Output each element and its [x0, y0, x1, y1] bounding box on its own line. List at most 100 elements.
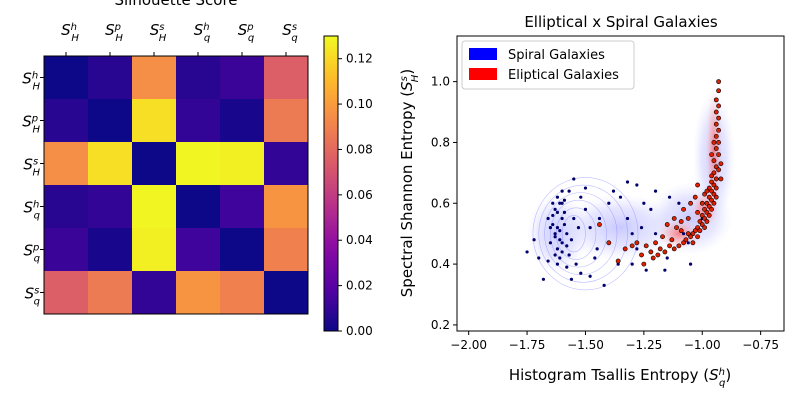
elliptical-point [695, 209, 700, 215]
heatmap-cell-r5-c3 [176, 271, 221, 315]
heatmap-cell-r5-c0 [44, 271, 89, 315]
elliptical-point [704, 188, 710, 194]
spiral-point [597, 216, 602, 221]
elliptical-point [650, 255, 656, 261]
colorbar-tick-label: 0.10 [346, 97, 373, 111]
legend-swatch-spiral [469, 48, 497, 60]
elliptical-point [702, 225, 707, 230]
spiral-point [525, 250, 529, 254]
spiral-point [665, 256, 669, 260]
spiral-point [553, 207, 557, 211]
heatmap-cell-r0-c2 [132, 56, 177, 100]
heatmap-row-label-0: Sh H [22, 70, 40, 93]
spiral-point [569, 238, 574, 242]
elliptical-point [704, 219, 710, 224]
spiral-point [555, 195, 560, 199]
spiral-point [562, 210, 567, 214]
spiral-point [663, 268, 667, 272]
elliptical-point [713, 194, 719, 200]
elliptical-point [706, 213, 712, 218]
spiral-point [611, 189, 616, 193]
spiral-point [560, 250, 564, 254]
spiral-point [630, 232, 634, 236]
heatmap-cell-r4-c0 [44, 228, 89, 272]
x-tick-label: −1.50 [567, 338, 604, 352]
scatter-y-ticks: 0.2 0.4 0.6 0.8 1.0 [431, 75, 457, 332]
colorbar-tick-label: 0.04 [346, 233, 373, 247]
y-tick-label: 1.0 [431, 75, 450, 89]
heatmap-cell-r3-c3 [176, 185, 221, 229]
elliptical-point [713, 121, 719, 127]
spiral-point [667, 195, 672, 199]
colorbar-ticks: 0.00 0.02 0.04 0.06 0.08 0.10 0.12 [338, 52, 373, 338]
heatmap-cells [44, 56, 309, 315]
spiral-point [576, 225, 581, 230]
y-tick-label: 0.8 [431, 135, 450, 149]
spiral-point [583, 186, 588, 190]
spiral-point [644, 268, 648, 272]
spiral-point [553, 253, 557, 257]
elliptical-point [716, 115, 721, 121]
heatmap-row-label-1: Sp H [22, 113, 40, 136]
heatmap-cell-r5-c2 [132, 271, 177, 315]
heatmap-col-label-1: Sp H [105, 21, 123, 44]
elliptical-point [692, 194, 698, 200]
elliptical-point [713, 185, 719, 191]
spiral-point [546, 259, 550, 263]
spiral-point [558, 201, 562, 205]
spiral-point [555, 210, 560, 214]
spiral-point [635, 183, 639, 187]
heatmap-cell-r2-c4 [220, 142, 265, 186]
spiral-point [625, 216, 630, 221]
heatmap-col-label-4: Sp q [238, 21, 255, 44]
y-tick-label: 0.2 [431, 318, 450, 332]
heatmap-cell-r1-c2 [132, 99, 177, 143]
spiral-point [551, 213, 555, 218]
spiral-point [681, 232, 686, 236]
elliptical-point [716, 127, 721, 133]
heatmap-cell-r4-c1 [88, 228, 133, 272]
x-tick-label: −1.25 [625, 338, 662, 352]
scatter-points [525, 79, 724, 287]
legend: Spiral Galaxies Eliptical Galaxies [461, 40, 635, 90]
spiral-point [565, 265, 569, 269]
heatmap-cell-r4-c5 [264, 228, 309, 272]
heatmap-row-label-5: Ss q [25, 285, 40, 308]
heatmap-row-label-4: Sp q [23, 242, 40, 265]
spiral-point [562, 198, 567, 202]
elliptical-point [709, 152, 714, 158]
elliptical-point [699, 200, 705, 206]
heatmap-cell-r4-c3 [176, 228, 221, 272]
heatmap-cell-r5-c4 [220, 271, 265, 315]
spiral-point [639, 225, 644, 230]
elliptical-point [678, 219, 684, 224]
elliptical-point [660, 234, 665, 240]
elliptical-point [709, 173, 714, 179]
spiral-point [560, 216, 564, 221]
legend-swatch-elliptical [469, 68, 497, 80]
scatter-x-axis-label: Histogram Tsallis Entropy (Sh q) [509, 366, 731, 389]
spiral-point [618, 195, 623, 199]
spiral-point [688, 262, 693, 266]
heatmap-cell-r0-c0 [44, 56, 89, 100]
spiral-point [677, 201, 681, 205]
legend-label-elliptical: Eliptical Galaxies [508, 68, 619, 83]
spiral-point [551, 222, 555, 227]
elliptical-point [681, 206, 686, 212]
spiral-point [653, 189, 658, 193]
heatmap-cell-r1-c4 [220, 99, 265, 143]
heatmap-cell-r3-c0 [44, 185, 89, 229]
elliptical-point [690, 240, 696, 246]
heatmap-row-labels: Sh H Sp H Ss H Sh q Sp q Ss q [22, 70, 44, 308]
elliptical-point [639, 252, 644, 258]
spiral-point [567, 253, 571, 257]
spiral-point [588, 274, 592, 278]
elliptical-point [716, 103, 721, 109]
elliptical-point [718, 176, 724, 182]
colorbar-tick-label: 0.08 [346, 142, 373, 156]
spiral-point [548, 225, 553, 230]
legend-label-spiral: Spiral Galaxies [508, 48, 605, 63]
elliptical-point [676, 243, 682, 249]
spiral-point [579, 195, 583, 199]
scatter-x-ticks: −2.00 −1.75 −1.50 −1.25 −1.00 −0.75 [450, 331, 779, 352]
